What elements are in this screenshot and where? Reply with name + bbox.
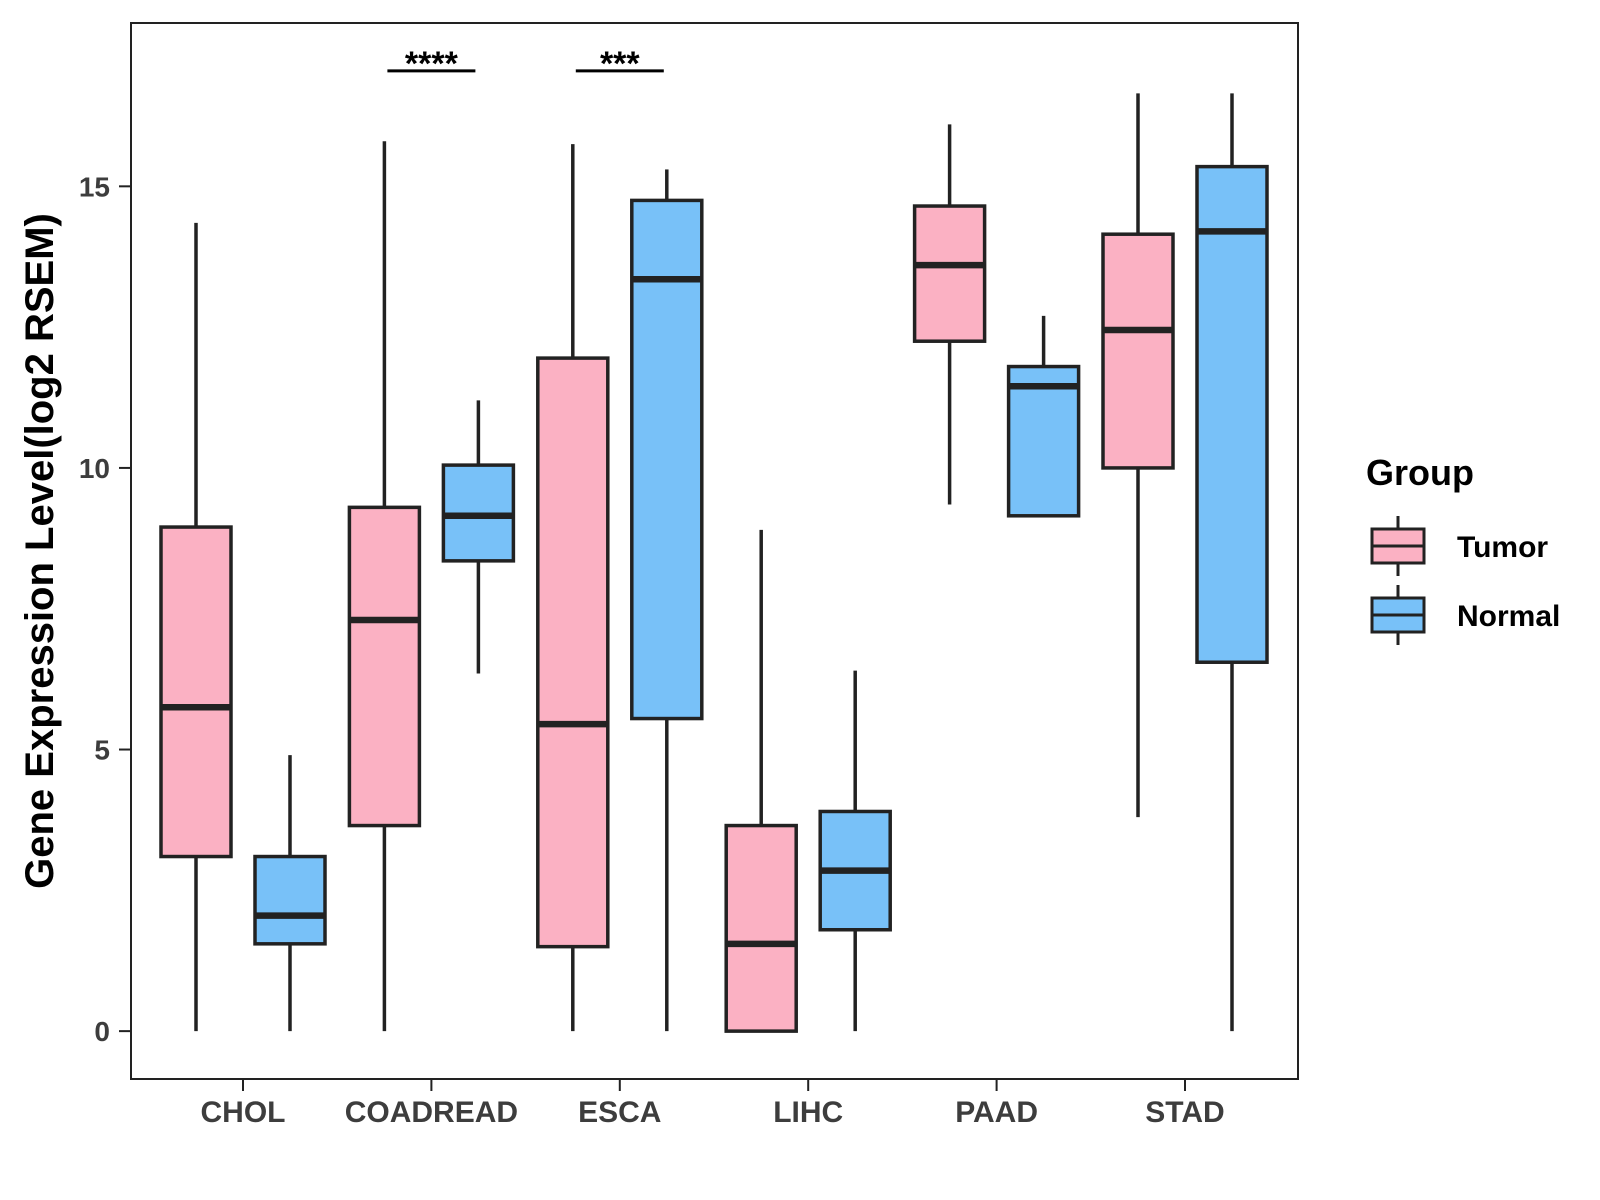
box-normal-coadread xyxy=(441,400,516,674)
y-tick-label: 5 xyxy=(94,735,110,766)
box-body xyxy=(630,198,704,721)
legend-title: Group xyxy=(1366,452,1474,493)
x-tick-label: CHOL xyxy=(201,1096,286,1129)
x-tick-label: PAAD xyxy=(955,1096,1038,1129)
x-tick-label: LIHC xyxy=(773,1096,843,1129)
plot-panel-border xyxy=(130,22,1299,1080)
box-body xyxy=(347,505,422,828)
box-normal-paad xyxy=(1006,315,1081,518)
y-tick-label: 0 xyxy=(94,1016,110,1047)
box-body xyxy=(1101,232,1175,470)
box-body xyxy=(912,204,987,343)
significance-label: *** xyxy=(600,45,640,83)
y-axis: 0 5 10 15 xyxy=(79,171,131,1047)
box-body xyxy=(724,823,798,1033)
box-tumor-stad xyxy=(1101,93,1175,818)
significance-layer: **** *** xyxy=(387,45,664,83)
y-axis-title: Gene Expression Level(log2 RSEM) xyxy=(18,213,62,889)
box-tumor-lihc xyxy=(724,529,798,1033)
box-normal-stad xyxy=(1195,93,1269,1032)
box-tumor-coadread xyxy=(347,141,422,1032)
x-tick-label: COADREAD xyxy=(345,1096,518,1129)
x-tick-label: ESCA xyxy=(578,1096,661,1129)
box-body xyxy=(536,356,610,949)
legend-label: Normal xyxy=(1457,600,1560,633)
legend-label: Tumor xyxy=(1457,531,1548,564)
box-body xyxy=(1195,164,1269,664)
y-tick-label: 10 xyxy=(79,453,110,484)
legend-item-tumor: Tumor xyxy=(1370,516,1548,576)
significance-label: **** xyxy=(405,45,459,83)
legend-item-normal: Normal xyxy=(1370,585,1560,645)
x-tick-label: STAD xyxy=(1145,1096,1224,1129)
box-tumor-chol xyxy=(159,222,233,1032)
box-layer xyxy=(159,93,1269,1033)
box-body xyxy=(253,854,327,946)
box-normal-lihc xyxy=(818,670,892,1032)
box-body xyxy=(1006,364,1081,518)
box-tumor-esca xyxy=(536,144,610,1032)
box-tumor-paad xyxy=(912,124,987,505)
box-body xyxy=(159,525,233,859)
x-axis: CHOL COADREAD ESCA LIHC PAAD STAD xyxy=(201,1079,1225,1129)
legend: Group Tumor Normal xyxy=(1366,452,1560,645)
box-normal-chol xyxy=(253,755,327,1032)
y-tick-label: 15 xyxy=(79,171,110,202)
box-normal-esca xyxy=(630,169,704,1032)
